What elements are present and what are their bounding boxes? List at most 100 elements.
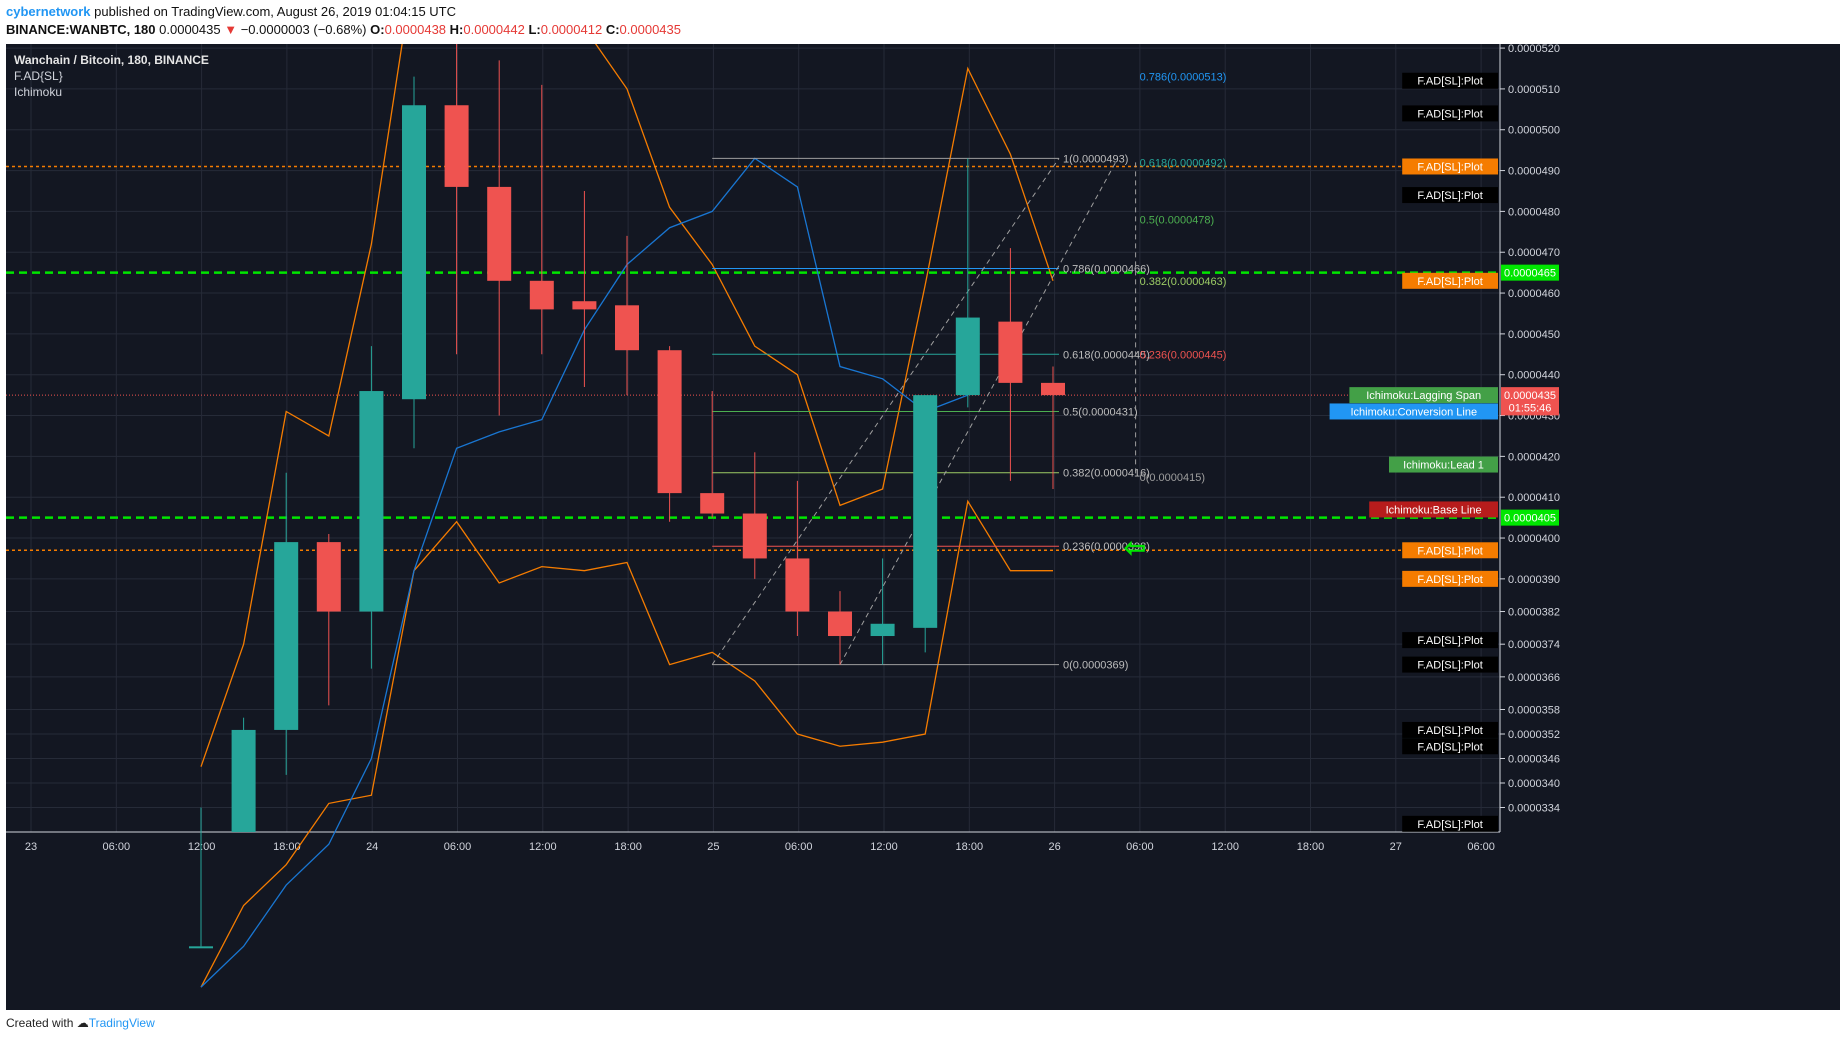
indicator-label-text: F.AD[SL]:Plot bbox=[1417, 108, 1482, 120]
y-tick-label: 0.0000390 bbox=[1508, 574, 1560, 586]
fib-trend-line bbox=[711, 158, 1060, 665]
indicator-label-bg bbox=[1402, 721, 1498, 738]
indicator-label: F.AD[SL]:Plot bbox=[1402, 542, 1498, 559]
candle-body bbox=[742, 513, 767, 559]
indicator-label-text: F.AD[SL]:Plot bbox=[1417, 161, 1482, 173]
y-tick-label: 0.0000340 bbox=[1508, 778, 1560, 790]
x-tick-label: 18:00 bbox=[614, 841, 642, 853]
symbol-label: BINANCE:WANBTC, 180 bbox=[6, 22, 156, 37]
symbol-info-line: BINANCE:WANBTC, 180 0.0000435 ▼ −0.00000… bbox=[6, 22, 681, 37]
indicator-label-text: Ichimoku:Lead 1 bbox=[1403, 460, 1484, 472]
x-tick-label: 18:00 bbox=[1297, 841, 1325, 853]
candle-body bbox=[1041, 382, 1065, 396]
x-tick-label: 06:00 bbox=[785, 841, 813, 853]
indicator-label-bg bbox=[1402, 187, 1498, 204]
indicator-label-text: F.AD[SL]:Plot bbox=[1417, 725, 1482, 737]
price-label-bg bbox=[1501, 509, 1559, 526]
y-tick-label: 0.0000510 bbox=[1508, 84, 1560, 96]
candle-body bbox=[487, 186, 512, 281]
indicator-label: F.AD[SL]:Plot bbox=[1402, 105, 1498, 122]
last-price: 0.0000435 bbox=[159, 22, 221, 37]
x-tick-label: 23 bbox=[25, 841, 37, 853]
open-value: 0.0000438 bbox=[384, 22, 447, 37]
y-tick-label: 0.0000334 bbox=[1508, 803, 1560, 815]
indicator-label: Ichimoku:Conversion Line bbox=[1329, 403, 1498, 420]
candle-body bbox=[998, 321, 1023, 383]
y-tick-label: 0.0000500 bbox=[1508, 125, 1560, 137]
low-value: 0.0000412 bbox=[540, 22, 603, 37]
candle-body bbox=[189, 946, 213, 949]
legend-indicator-fad[interactable]: F.AD{SL} bbox=[14, 69, 63, 83]
candle-body bbox=[870, 623, 895, 637]
indicator-label-text: Ichimoku:Lagging Span bbox=[1366, 390, 1481, 402]
footer: Created with ☁TradingView bbox=[6, 1016, 155, 1030]
tradingview-brand[interactable]: TradingView bbox=[88, 1016, 155, 1030]
x-tick-label: 25 bbox=[707, 841, 719, 853]
y-tick-label: 0.0000366 bbox=[1508, 672, 1560, 684]
x-tick-label: 26 bbox=[1048, 841, 1060, 853]
y-tick-label: 0.0000382 bbox=[1508, 607, 1560, 619]
indicator-label-bg bbox=[1402, 158, 1498, 175]
price-label-bg bbox=[1501, 399, 1559, 416]
fib-level-label: 0.618(0.0000445) bbox=[1063, 349, 1150, 361]
indicator-label-text: F.AD[SL]:Plot bbox=[1417, 76, 1482, 88]
candle-body bbox=[402, 105, 426, 400]
indicator-label-text: F.AD[SL]:Plot bbox=[1417, 660, 1482, 672]
x-tick-label: 27 bbox=[1390, 841, 1402, 853]
high-label: H: bbox=[449, 22, 464, 37]
y-tick-label: 0.0000420 bbox=[1508, 451, 1560, 463]
author-link[interactable]: cybernetwork bbox=[6, 4, 91, 19]
candle-body bbox=[316, 542, 341, 612]
x-tick-label: 24 bbox=[366, 841, 378, 853]
y-tick-label: 0.0000410 bbox=[1508, 492, 1560, 504]
indicator-label: F.AD[SL]:Plot bbox=[1402, 656, 1498, 673]
price-label-text: 01:55:46 bbox=[1509, 402, 1552, 414]
y-tick-label: 0.0000346 bbox=[1508, 754, 1560, 766]
fib-level-label: 0.382(0.0000416) bbox=[1063, 468, 1150, 480]
fib-ext-trend-line bbox=[839, 162, 1117, 665]
indicator-label: F.AD[SL]:Plot bbox=[1402, 187, 1498, 204]
price-label-bg bbox=[1501, 387, 1559, 404]
fib-extension-label: 0.382(0.0000463) bbox=[1140, 276, 1227, 288]
indicator-label-text: Ichimoku:Base Line bbox=[1386, 504, 1482, 516]
x-tick-label: 12:00 bbox=[188, 841, 216, 853]
tradingview-logo-icon: ☁ bbox=[76, 1016, 89, 1030]
candle-body bbox=[700, 493, 725, 514]
indicator-label-text: F.AD[SL]:Plot bbox=[1417, 574, 1482, 586]
publish-line: cybernetwork published on TradingView.co… bbox=[6, 4, 456, 19]
fib-extension-label: 0.786(0.0000513) bbox=[1140, 72, 1227, 84]
candle-body bbox=[828, 611, 852, 637]
candle-body bbox=[615, 305, 639, 351]
indicator-label-bg bbox=[1329, 403, 1498, 420]
candle-body bbox=[444, 105, 469, 187]
candle-body bbox=[231, 729, 256, 832]
price-chart[interactable]: 23 06:00 12:00 18:00 24 06:00 12:00 18:00 25 06:0… bbox=[6, 0, 1840, 1010]
x-tick-label: 06:00 bbox=[444, 841, 472, 853]
open-label: O: bbox=[370, 22, 385, 37]
indicator-label-text: F.AD[SL]:Plot bbox=[1417, 741, 1482, 753]
chart-area[interactable]: 23 06:00 12:00 18:00 24 06:00 12:00 18:00 25 06:0… bbox=[6, 0, 1840, 1010]
price-change: −0.0000003 (−0.68%) bbox=[240, 22, 367, 37]
low-label: L: bbox=[528, 22, 541, 37]
indicator-label-bg bbox=[1402, 542, 1498, 559]
upper-band-line bbox=[200, 0, 1054, 767]
indicator-label-bg bbox=[1389, 456, 1498, 473]
y-tick-label: 0.0000400 bbox=[1508, 533, 1560, 545]
fib-level-label: 0.786(0.0000466) bbox=[1063, 264, 1150, 276]
fib-extension-label: 0.236(0.0000445) bbox=[1140, 349, 1227, 361]
close-value: 0.0000435 bbox=[619, 22, 681, 37]
indicator-label-text: F.AD[SL]:Plot bbox=[1417, 635, 1482, 647]
y-tick-label: 0.0000490 bbox=[1508, 166, 1560, 178]
indicator-label-bg bbox=[1402, 570, 1498, 587]
created-with-text: Created with bbox=[6, 1016, 74, 1030]
legend-indicator-ichimoku[interactable]: Ichimoku bbox=[14, 85, 63, 99]
x-tick-label: 06:00 bbox=[103, 841, 131, 853]
legend-title: Wanchain / Bitcoin, 180, BINANCE bbox=[14, 53, 209, 67]
indicator-label: F.AD[SL]:Plot bbox=[1402, 72, 1498, 89]
x-tick-label: 06:00 bbox=[1126, 841, 1154, 853]
y-tick-label: 0.0000470 bbox=[1508, 247, 1560, 259]
indicator-label-text: F.AD[SL]:Plot bbox=[1417, 819, 1482, 831]
indicator-label-text: F.AD[SL]:Plot bbox=[1417, 545, 1482, 557]
publish-header: cybernetwork published on TradingView.co… bbox=[0, 0, 1840, 42]
y-tick-label: 0.0000450 bbox=[1508, 329, 1560, 341]
